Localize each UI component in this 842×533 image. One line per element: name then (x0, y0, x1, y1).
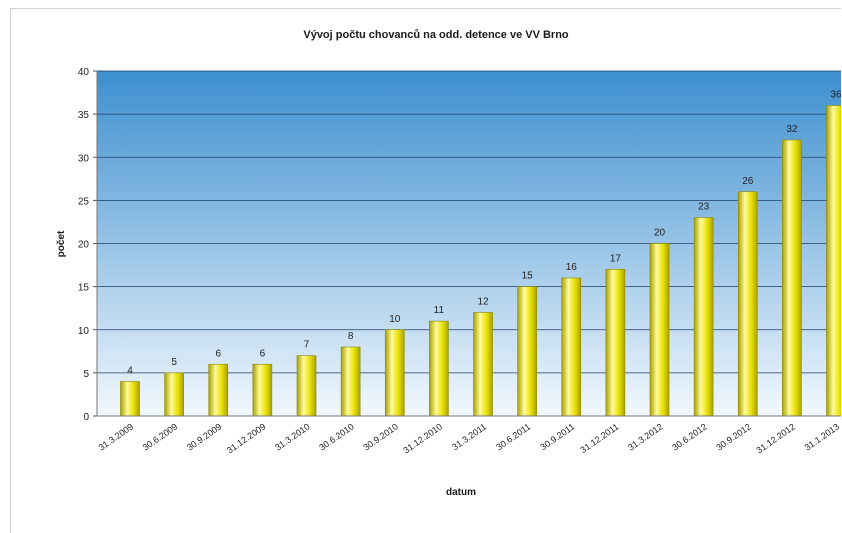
bar (252, 363, 273, 417)
data-label: 11 (434, 305, 445, 316)
bar (429, 320, 449, 417)
y-tick-label: 0 (83, 412, 89, 423)
x-axis: 31.3.2009 30.6.2009 30.9.2009 31.12.2009 31.… (97, 415, 841, 455)
bar (782, 139, 802, 417)
bar (826, 105, 841, 417)
x-tick-label: 31.12.2011 (578, 421, 620, 455)
x-tick-label: 30.9.2009 (185, 421, 224, 452)
data-label: 10 (389, 314, 401, 325)
x-tick-label: 30.9.2010 (361, 421, 400, 452)
bar (164, 372, 184, 417)
data-label: 36 (830, 90, 841, 101)
bar (693, 217, 714, 417)
data-label: 6 (260, 348, 266, 359)
x-tick-label: 30.9.2012 (714, 421, 753, 452)
y-tick-label: 20 (78, 240, 90, 251)
y-tick-label: 15 (78, 283, 90, 294)
bar (340, 346, 361, 417)
x-tick-label: 31.3.2012 (626, 421, 665, 452)
y-tick-label: 10 (78, 326, 90, 337)
x-tick-label: 31.3.2009 (97, 421, 136, 452)
bar (517, 286, 537, 417)
bar (473, 312, 493, 417)
y-tick-label: 25 (78, 196, 90, 207)
bars: 4 5 6 6 7 8 10 11 12 15 16 17 20 23 26 32 36 (120, 90, 841, 417)
data-label: 5 (171, 357, 177, 368)
x-tick-label: 30.9.2011 (538, 421, 576, 452)
bar (605, 269, 626, 417)
x-tick-label: 30.6.2011 (494, 421, 532, 452)
x-tick-label: 31.1.2013 (803, 421, 841, 452)
x-tick-label: 30.6.2010 (317, 421, 356, 452)
data-label: 15 (522, 271, 534, 282)
y-tick-label: 40 (78, 67, 90, 78)
data-label: 26 (742, 176, 754, 187)
bar (561, 277, 582, 417)
x-tick-label: 31.3.2010 (273, 421, 312, 452)
bar (296, 355, 317, 417)
data-label: 4 (127, 366, 133, 377)
data-label: 32 (786, 124, 798, 135)
bar (649, 243, 670, 417)
x-tick-label: 30.6.2009 (141, 421, 180, 452)
bar (120, 381, 140, 417)
y-axis-title: počet (56, 230, 67, 257)
data-label: 20 (654, 228, 666, 239)
y-tick-label: 30 (78, 153, 90, 164)
x-tick-label: 31.3.2011 (450, 421, 488, 452)
data-label: 7 (304, 340, 310, 351)
x-axis-title: datum (446, 487, 476, 498)
data-label: 23 (698, 202, 710, 213)
y-axis: 0 5 10 15 20 25 30 35 40 (78, 67, 98, 423)
y-tick-label: 5 (83, 369, 89, 380)
chart-frame: Vývoj počtu chovanců na odd. detence ve … (10, 8, 841, 533)
x-tick-label: 30.6.2012 (670, 421, 709, 452)
data-label: 12 (477, 297, 489, 308)
data-label: 6 (215, 348, 221, 359)
bar-chart: Vývoj počtu chovanců na odd. detence ve … (56, 29, 841, 498)
data-label: 16 (566, 262, 578, 273)
bar (384, 329, 405, 417)
y-tick-label: 35 (78, 110, 90, 121)
data-label: 8 (348, 331, 354, 342)
bar (208, 363, 229, 417)
x-tick-label: 31.12.2012 (754, 421, 797, 455)
bar (737, 191, 758, 417)
chart-title: Vývoj počtu chovanců na odd. detence ve … (303, 29, 569, 41)
x-tick-label: 31.12.2009 (225, 421, 268, 455)
x-tick-label: 31.12.2010 (401, 421, 444, 455)
data-label: 17 (610, 253, 622, 264)
